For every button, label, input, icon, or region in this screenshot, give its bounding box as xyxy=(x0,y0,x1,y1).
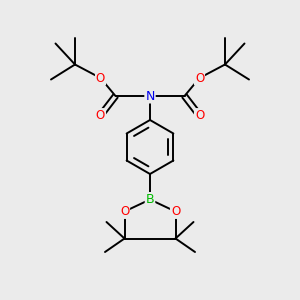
Text: O: O xyxy=(195,71,204,85)
Text: O: O xyxy=(96,71,105,85)
Text: O: O xyxy=(120,205,129,218)
Text: O: O xyxy=(171,205,180,218)
Text: O: O xyxy=(96,109,105,122)
Text: N: N xyxy=(145,89,155,103)
Text: O: O xyxy=(195,109,204,122)
Text: B: B xyxy=(146,193,154,206)
